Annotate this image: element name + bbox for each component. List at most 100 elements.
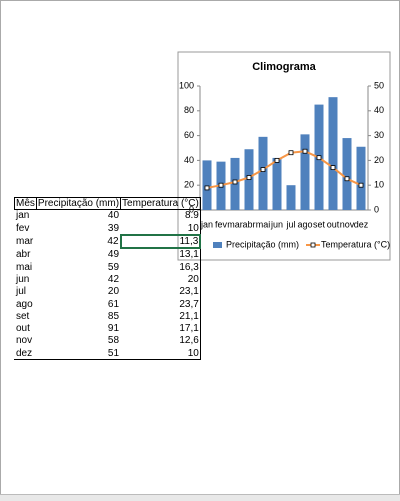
table-cell[interactable]: 42 bbox=[107, 236, 119, 248]
table-row: jun 42 20 bbox=[15, 273, 201, 286]
table-row: abr 49 13,1 bbox=[15, 248, 201, 261]
table-cell[interactable]: 17,1 bbox=[120, 322, 201, 335]
y-tick-label: 60 bbox=[184, 130, 194, 140]
table-row: set 85 21,1 bbox=[15, 310, 201, 323]
x-tick-label: dez bbox=[354, 219, 369, 229]
table-cell[interactable]: dez bbox=[14, 347, 37, 360]
data-table: Mês Precipitação (mm) Temperatura (°C) jan… bbox=[14, 196, 202, 360]
table-cell[interactable]: 23,7 bbox=[120, 297, 201, 311]
line-marker bbox=[246, 175, 252, 180]
table-body: jan 40 8.9 fev 39 10 mar 42 11,3 abr 49 13,1 mai 59 16… bbox=[14, 209, 202, 360]
table-cell[interactable]: 8.9 bbox=[120, 209, 201, 223]
table-cell[interactable]: 85 bbox=[107, 310, 120, 322]
table-cell[interactable]: 59 bbox=[107, 261, 120, 273]
bar bbox=[342, 138, 352, 210]
table-cell[interactable]: 13,1 bbox=[120, 248, 201, 261]
table-cell[interactable]: 10 bbox=[120, 222, 201, 235]
x-tick-label: jun bbox=[270, 219, 283, 229]
legend-swatch bbox=[213, 242, 222, 248]
table-cell[interactable]: nov bbox=[16, 335, 33, 347]
table-cell[interactable]: 40 bbox=[107, 210, 120, 222]
table-cell[interactable]: 20 bbox=[107, 286, 120, 298]
table-cell[interactable]: set bbox=[16, 310, 30, 322]
table-cell[interactable]: 16,3 bbox=[120, 260, 201, 274]
legend-label: Precipitação (mm) bbox=[226, 239, 299, 249]
table-cell[interactable]: jun bbox=[16, 273, 30, 285]
table-cell[interactable]: fev bbox=[16, 222, 30, 234]
bar bbox=[356, 146, 366, 210]
bar bbox=[202, 160, 212, 210]
table-cell[interactable]: 20 bbox=[120, 273, 201, 286]
y2-tick-label: 50 bbox=[374, 80, 384, 90]
y2-tick-label: 0 bbox=[374, 204, 379, 214]
y-tick-label: 40 bbox=[184, 155, 194, 165]
table-cell[interactable]: 10 bbox=[120, 347, 201, 360]
table-cell[interactable]: ago bbox=[16, 298, 33, 310]
table-cell[interactable]: 23,1 bbox=[120, 285, 201, 298]
bar bbox=[258, 136, 268, 210]
line-marker bbox=[218, 182, 224, 188]
table-row: mar 42 11,3 bbox=[15, 233, 202, 250]
table-cell[interactable]: jul bbox=[16, 286, 27, 298]
table-cell[interactable]: 21,1 bbox=[120, 310, 201, 323]
table-row: jan 40 8.9 bbox=[15, 209, 201, 223]
table-cell[interactable]: 49 bbox=[107, 249, 120, 261]
table-cell[interactable]: mar bbox=[16, 236, 34, 248]
line-marker bbox=[358, 182, 364, 188]
line-marker bbox=[316, 155, 322, 161]
table-cell[interactable]: 61 bbox=[107, 298, 120, 310]
bar bbox=[328, 97, 338, 210]
table-row: out 91 17,1 bbox=[15, 322, 201, 335]
table-row: jul 20 23,1 bbox=[15, 285, 201, 298]
table-header: Mês Precipitação (mm) Temperatura (°C) bbox=[14, 196, 201, 211]
line-marker bbox=[288, 150, 294, 156]
x-tick-label: ago bbox=[297, 219, 312, 229]
table-cell[interactable]: jan bbox=[16, 210, 30, 222]
legend-label: Temperatura (°C) bbox=[321, 239, 390, 249]
table-cell[interactable]: 12,6 bbox=[120, 334, 201, 348]
line-marker bbox=[344, 176, 350, 182]
line-marker bbox=[274, 157, 280, 163]
table-cell[interactable]: out bbox=[16, 323, 30, 335]
x-tick-label: nov bbox=[340, 219, 355, 229]
y-tick-label: 20 bbox=[184, 180, 194, 190]
x-tick-label: fev bbox=[215, 219, 228, 229]
x-tick-label: set bbox=[313, 219, 326, 229]
table-cell[interactable]: 39 bbox=[107, 222, 120, 234]
table-row: mai 59 16,3 bbox=[15, 260, 201, 274]
header-cell[interactable]: Precipitação (mm) bbox=[35, 196, 122, 211]
y-tick-label: 100 bbox=[179, 80, 194, 90]
x-tick-label: abr bbox=[242, 219, 255, 229]
bar bbox=[300, 134, 310, 210]
line-marker bbox=[232, 179, 238, 185]
table-cell[interactable]: 91 bbox=[107, 323, 120, 335]
header-cell[interactable]: Temperatura (°C) bbox=[120, 196, 201, 211]
y2-tick-label: 20 bbox=[374, 155, 384, 165]
chart-title: Climograma bbox=[252, 61, 316, 73]
bar bbox=[272, 157, 282, 210]
y2-tick-label: 30 bbox=[374, 130, 384, 140]
x-tick-label: mar bbox=[227, 219, 243, 229]
x-tick-label: jul bbox=[285, 219, 295, 229]
table-cell[interactable]: abr bbox=[16, 249, 31, 261]
table-row: dez 51 10 bbox=[14, 347, 201, 360]
table-cell[interactable]: 51 bbox=[36, 347, 121, 360]
table-cell[interactable]: 58 bbox=[107, 335, 120, 347]
x-tick-label: out bbox=[327, 219, 340, 229]
x-tick-label: mai bbox=[256, 219, 271, 229]
table-cell[interactable]: mai bbox=[16, 261, 33, 273]
line-marker bbox=[330, 165, 336, 170]
x-tick-label: jan bbox=[200, 219, 213, 229]
y2-tick-label: 40 bbox=[374, 105, 384, 115]
table-cell[interactable]: 42 bbox=[107, 273, 120, 285]
line-marker bbox=[204, 185, 210, 191]
table-row: fev 39 10 bbox=[15, 222, 201, 235]
sheet-tabs-bar bbox=[0, 494, 400, 501]
table-row: nov 58 12,6 bbox=[15, 334, 201, 348]
header-cell[interactable]: Mês bbox=[14, 196, 37, 211]
y2-tick-label: 10 bbox=[374, 180, 384, 190]
table-row: ago 61 23,7 bbox=[15, 297, 201, 311]
table-cell[interactable]: 11,3 bbox=[119, 233, 202, 250]
legend-swatch-marker bbox=[310, 242, 316, 248]
